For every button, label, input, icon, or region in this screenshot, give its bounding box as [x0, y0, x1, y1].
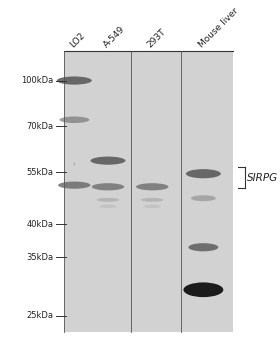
Text: 70kDa: 70kDa: [27, 122, 54, 131]
Bar: [173, 51, 233, 332]
Text: A-549: A-549: [102, 25, 127, 49]
Ellipse shape: [59, 117, 89, 123]
Text: 40kDa: 40kDa: [27, 220, 54, 229]
Text: 293T: 293T: [146, 27, 168, 49]
Ellipse shape: [141, 198, 164, 202]
Text: Mouse liver: Mouse liver: [197, 6, 240, 49]
Text: 25kDa: 25kDa: [27, 312, 54, 320]
Bar: [85, 51, 131, 332]
Ellipse shape: [58, 182, 90, 189]
Ellipse shape: [183, 282, 223, 297]
Ellipse shape: [57, 76, 92, 85]
Text: LO2: LO2: [68, 31, 87, 49]
Ellipse shape: [188, 243, 218, 251]
Text: SIRPG: SIRPG: [247, 173, 278, 183]
Text: 55kDa: 55kDa: [27, 168, 54, 177]
Ellipse shape: [92, 183, 124, 190]
Ellipse shape: [90, 156, 125, 165]
Ellipse shape: [74, 162, 75, 166]
Ellipse shape: [97, 198, 119, 202]
Ellipse shape: [186, 169, 221, 178]
Text: 100kDa: 100kDa: [22, 76, 54, 85]
Ellipse shape: [144, 205, 161, 208]
Bar: [64, 51, 85, 332]
Ellipse shape: [136, 183, 169, 190]
Ellipse shape: [191, 195, 216, 201]
Bar: [131, 51, 173, 332]
Text: 35kDa: 35kDa: [27, 253, 54, 261]
Ellipse shape: [99, 205, 117, 208]
